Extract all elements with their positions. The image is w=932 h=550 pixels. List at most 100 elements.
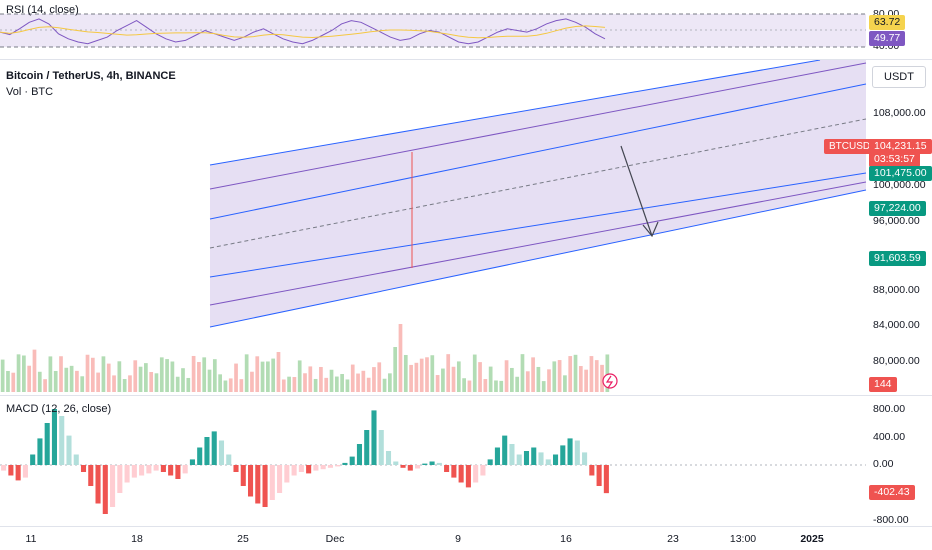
- volume-bar: [319, 366, 323, 392]
- volume-bar: [218, 374, 222, 392]
- level-tag-101475: 101,475.00: [869, 166, 932, 181]
- volume-bar: [96, 372, 100, 392]
- volume-bar: [197, 362, 201, 392]
- rsi-value-tag: 63.72: [869, 15, 906, 30]
- volume-bar: [202, 357, 207, 392]
- macd-histogram-bar: [95, 465, 101, 504]
- channel-upper-line: [209, 60, 821, 166]
- macd-histogram-bar: [393, 461, 399, 465]
- volume-bar: [324, 377, 329, 392]
- volume-label[interactable]: Vol · BTC: [6, 86, 54, 98]
- macd-histogram-bar: [422, 463, 428, 465]
- price-tick-84000: 84,000.00: [873, 319, 920, 331]
- currency-button[interactable]: USDT: [872, 66, 926, 88]
- volume-bar: [234, 363, 238, 392]
- macd-histogram-bar: [400, 465, 406, 468]
- volume-bar: [228, 378, 233, 392]
- volume-bar: [594, 360, 599, 392]
- volume-bar: [568, 356, 573, 392]
- volume-bar: [372, 367, 376, 392]
- volume-bar: [345, 379, 350, 392]
- volume-bar: [106, 363, 111, 392]
- rsi-pane[interactable]: [0, 0, 932, 58]
- volume-bar: [287, 376, 291, 392]
- macd-histogram-bar: [160, 465, 166, 472]
- volume-bar: [520, 354, 525, 392]
- volume-bar: [578, 366, 583, 392]
- volume-bar: [425, 357, 429, 392]
- volume-bar: [403, 354, 408, 392]
- volume-bar: [488, 366, 493, 392]
- macd-histogram-bar: [364, 430, 370, 465]
- volume-bar: [605, 354, 610, 392]
- channel-upper-inner-line: [209, 62, 867, 190]
- macd-histogram-bar: [262, 465, 268, 507]
- level-tag-97224: 97,224.00: [869, 201, 926, 216]
- volume-bar: [48, 356, 53, 392]
- volume-bar: [398, 324, 403, 392]
- pane-separator[interactable]: [0, 59, 932, 60]
- volume-bar: [536, 366, 541, 392]
- macd-histogram-bar: [37, 438, 43, 465]
- volume-bar: [175, 376, 180, 392]
- macd-histogram-bar: [429, 461, 435, 465]
- macd-histogram-bar: [444, 465, 450, 472]
- macd-histogram-bar: [124, 465, 130, 483]
- macd-value-tag: -402.43: [869, 485, 915, 500]
- volume-bar: [573, 354, 578, 392]
- channel-lower-line: [209, 189, 867, 328]
- volume-bar: [340, 374, 344, 392]
- macd-histogram-bar: [545, 459, 551, 465]
- symbol-title[interactable]: Bitcoin / TetherUS, 4h, BINANCE: [6, 70, 176, 82]
- macd-histogram-bar: [349, 456, 355, 465]
- volume-bar: [531, 357, 535, 392]
- volume-bar: [32, 349, 37, 392]
- last-price-tag: 104,231.15: [869, 139, 932, 154]
- macd-histogram-bar: [88, 465, 94, 486]
- volume-bar: [260, 361, 265, 392]
- volume-bar: [27, 365, 32, 392]
- time-tick-16: 16: [560, 533, 572, 545]
- volume-bar: [154, 373, 159, 392]
- macd-tick-minus-800: -800.00: [873, 514, 909, 526]
- volume-bar: [382, 378, 387, 392]
- macd-histogram-bar: [8, 465, 14, 476]
- price-pane[interactable]: [0, 60, 932, 394]
- volume-bar: [212, 359, 217, 392]
- macd-histogram-bar: [596, 465, 602, 486]
- time-tick-13-00: 13:00: [729, 533, 757, 545]
- volume-bar: [308, 366, 313, 392]
- macd-pane[interactable]: [0, 396, 932, 526]
- volume-bar: [525, 371, 530, 392]
- macd-histogram-bar: [531, 447, 537, 465]
- price-tick-100000: 100,000.00: [873, 179, 926, 191]
- macd-label: MACD (12, 26, close): [6, 403, 112, 415]
- volume-bar: [149, 372, 154, 392]
- volume-bar: [350, 364, 355, 392]
- volume-bar: [451, 366, 456, 392]
- volume-bar: [53, 370, 58, 392]
- macd-histogram-bar: [59, 416, 65, 465]
- macd-histogram-bar: [552, 454, 559, 465]
- macd-histogram-bar: [15, 465, 21, 481]
- macd-histogram-bar: [131, 465, 137, 478]
- volume-bar: [419, 358, 424, 392]
- macd-tick-0: 0.00: [873, 458, 894, 470]
- macd-histogram-bar: [451, 465, 457, 478]
- macd-histogram-bar: [494, 447, 500, 465]
- macd-histogram-bar: [327, 465, 333, 468]
- volume-bar: [547, 369, 551, 392]
- macd-histogram-bar: [603, 465, 609, 494]
- volume-bar: [6, 370, 10, 392]
- volume-bar: [313, 378, 318, 392]
- macd-histogram-bar: [436, 462, 442, 465]
- volume-bar: [159, 357, 164, 392]
- volume-bar: [467, 380, 472, 392]
- macd-histogram-bar: [66, 435, 72, 465]
- macd-histogram-bar: [102, 465, 108, 514]
- volume-bar: [64, 367, 69, 392]
- macd-histogram-bar: [523, 451, 530, 465]
- time-tick-9: 9: [455, 533, 461, 545]
- pane-separator[interactable]: [0, 395, 932, 396]
- volume-bar: [414, 362, 419, 392]
